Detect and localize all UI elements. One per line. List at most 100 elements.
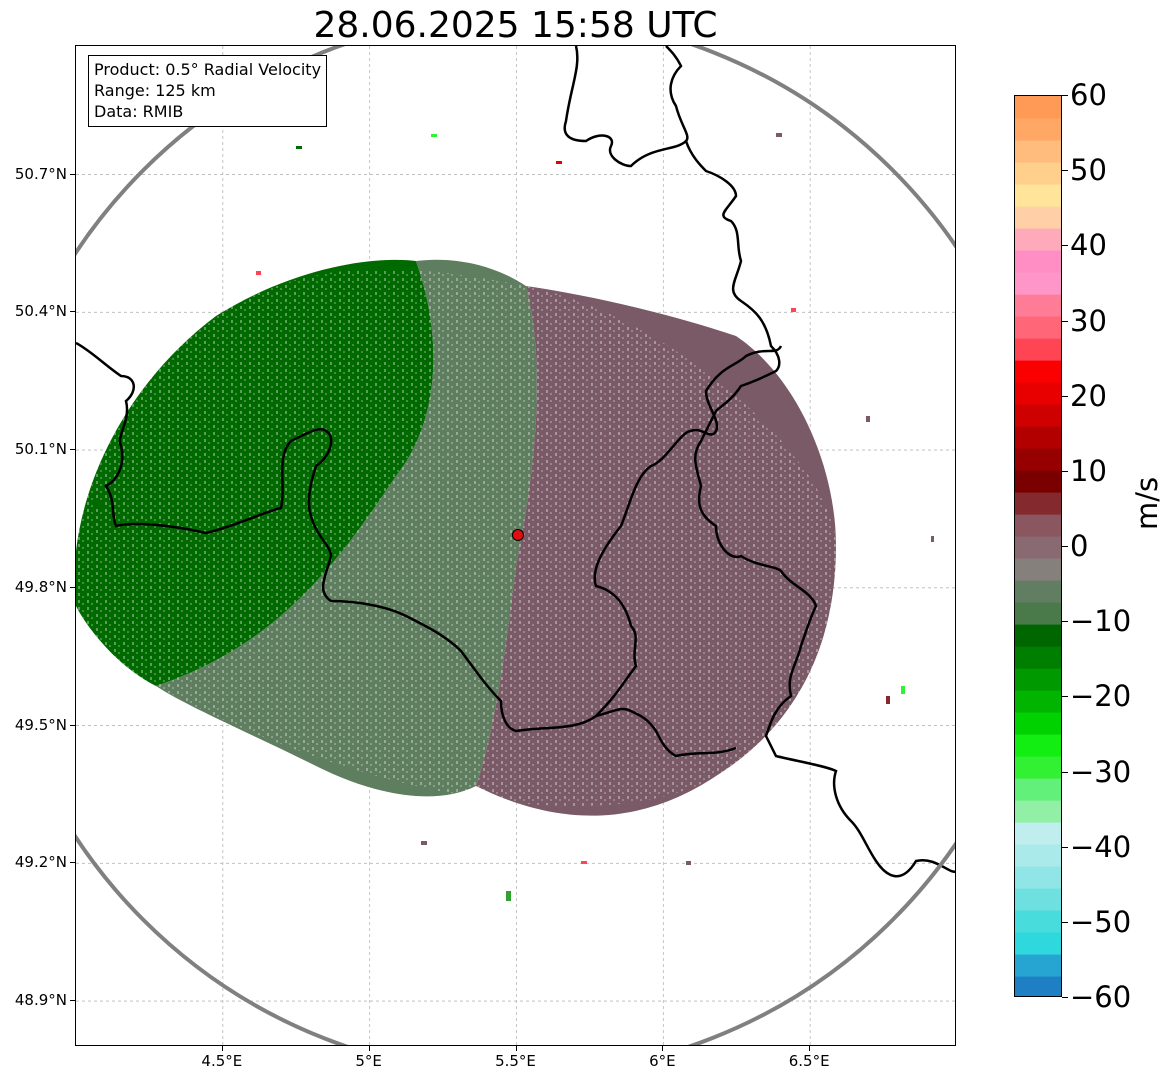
colorbar-segment [1015,954,1061,977]
lat-tick-mark [70,724,75,726]
colorbar-segment [1015,140,1061,163]
colorbar-segment [1015,976,1061,996]
radar-site-marker[interactable] [511,529,524,542]
colorbar-segment [1015,712,1061,735]
lat-tick-mark [70,862,75,864]
colorbar-tick-mark [1062,771,1068,773]
radar-map-svg [76,46,955,1045]
colorbar-segment [1015,184,1061,207]
colorbar-segment [1015,756,1061,779]
lon-tick-label: 5°E [355,1052,382,1070]
colorbar-segment [1015,316,1061,339]
lat-tick-mark [70,586,75,588]
colorbar-tick-mark [1062,320,1068,322]
lon-tick-mark [809,1046,811,1051]
lat-tick-label: 50.7°N [14,164,67,183]
lat-tick-mark [70,311,75,313]
colorbar-tick-label: 40 [1070,228,1107,263]
colorbar-segment [1015,844,1061,867]
colorbar-tick-label: −10 [1070,604,1132,639]
product-label: Product: 0.5° Radial Velocity [94,60,322,79]
colorbar-unit-label: m/s [1130,476,1164,530]
lat-tick-label: 49.5°N [14,715,67,734]
colorbar-segment [1015,404,1061,427]
colorbar-segment [1015,382,1061,405]
lon-tick-mark [515,1046,517,1051]
colorbar-segment [1015,426,1061,449]
colorbar-segment [1015,338,1061,361]
colorbar-tick-mark [1062,170,1068,172]
colorbar-segment [1015,492,1061,515]
colorbar-segment [1015,294,1061,317]
colorbar-tick-mark [1062,696,1068,698]
colorbar-tick-mark [1062,245,1068,247]
data-source-label: Data: RMIB [94,102,184,121]
lat-tick-label: 49.2°N [14,853,67,872]
colorbar-segment [1015,624,1061,647]
colorbar-segment [1015,448,1061,471]
lon-tick-mark [662,1046,664,1051]
colorbar-tick-mark [1062,997,1068,998]
colorbar-tick-label: −30 [1070,754,1132,789]
colorbar-segment [1015,800,1061,823]
colorbar-segment [1015,602,1061,625]
colorbar-segment [1015,272,1061,295]
velocity-colorbar [1014,95,1062,997]
colorbar-segment [1015,536,1061,559]
colorbar-tick-mark [1062,95,1068,96]
colorbar-tick-label: 20 [1070,378,1107,413]
colorbar-segment [1015,646,1061,669]
germany-border [563,46,955,878]
colorbar-segment [1015,734,1061,757]
product-info-box: Product: 0.5° Radial Velocity Range: 125… [88,55,328,127]
colorbar-segment [1015,910,1061,933]
colorbar-tick-mark [1062,395,1068,397]
lon-tick-label: 4.5°E [201,1052,243,1070]
lon-tick-label: 6.5°E [788,1052,830,1070]
colorbar-tick-label: −60 [1070,980,1132,1014]
colorbar-tick-mark [1062,621,1068,623]
colorbar-segment [1015,866,1061,889]
lat-tick-mark [70,449,75,451]
colorbar-tick-mark [1062,921,1068,923]
lon-tick-label: 5.5°E [495,1052,536,1070]
range-label: Range: 125 km [94,81,216,100]
colorbar-segment [1015,206,1061,229]
lat-tick-label: 48.9°N [14,991,67,1010]
colorbar-segment [1015,514,1061,537]
colorbar-tick-label: 60 [1070,78,1107,112]
colorbar-tick-label: 0 [1070,529,1089,563]
colorbar-segment [1015,668,1061,691]
lat-tick-mark [70,1000,75,1002]
colorbar-segment [1015,228,1061,251]
map-title: 28.06.2025 15:58 UTC [313,5,718,46]
colorbar-segment [1015,470,1061,493]
colorbar-segment [1015,96,1061,119]
colorbar-segment [1015,162,1061,185]
colorbar-segment [1015,360,1061,383]
belgium-france-border [76,341,737,758]
colorbar-tick-mark [1062,470,1068,472]
colorbar-tick-label: −20 [1070,679,1132,714]
lat-tick-label: 50.4°N [14,302,67,321]
colorbar-tick-mark [1062,846,1068,848]
colorbar-gradient [1015,96,1061,996]
colorbar-segment [1015,822,1061,845]
lat-tick-label: 49.8°N [14,577,67,596]
colorbar-segment [1015,888,1061,911]
lon-tick-mark [368,1046,370,1051]
lat-tick-mark [70,173,75,175]
colorbar-tick-label: 50 [1070,153,1107,188]
colorbar-tick-mark [1062,546,1068,547]
radar-map[interactable] [75,45,956,1046]
colorbar-segment [1015,250,1061,273]
colorbar-segment [1015,580,1061,603]
colorbar-segment [1015,690,1061,713]
colorbar-segment [1015,932,1061,955]
lon-tick-label: 6°E [649,1052,676,1070]
colorbar-tick-label: 10 [1070,453,1107,488]
lat-tick-label: 50.1°N [14,440,67,459]
colorbar-segment [1015,118,1061,141]
colorbar-segment [1015,558,1061,581]
velocity-echoes [76,133,934,901]
